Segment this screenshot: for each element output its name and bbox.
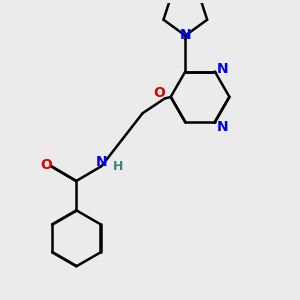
Text: O: O — [40, 158, 52, 172]
Text: N: N — [96, 155, 108, 169]
Text: N: N — [216, 120, 228, 134]
Text: N: N — [216, 61, 228, 76]
Text: N: N — [179, 28, 191, 42]
Text: H: H — [112, 160, 123, 173]
Text: O: O — [154, 86, 165, 100]
